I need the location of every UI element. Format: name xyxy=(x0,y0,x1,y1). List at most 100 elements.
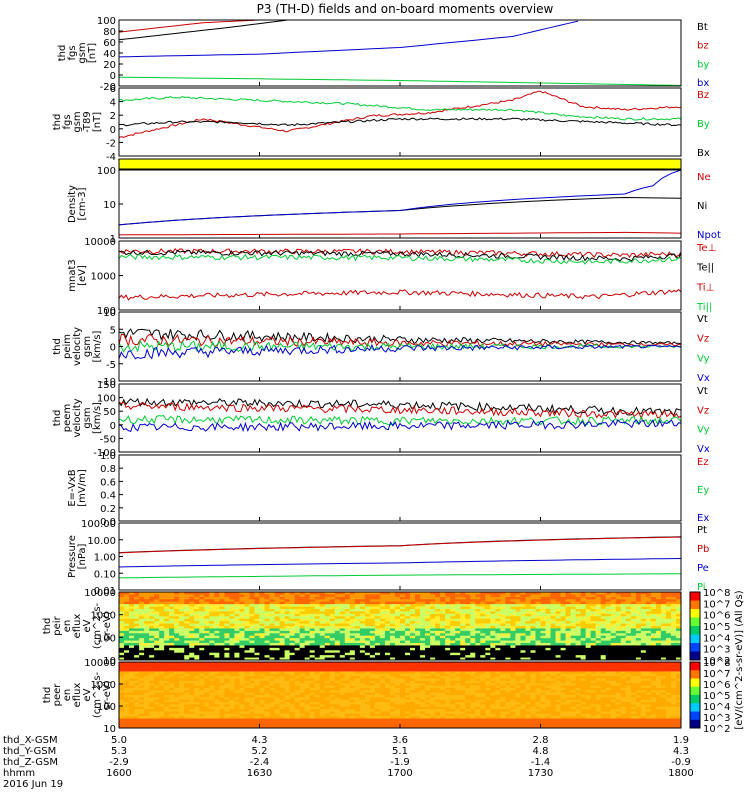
y-axis-label: [km/s] xyxy=(92,330,103,362)
heatmap-cell xyxy=(600,609,607,612)
heatmap-cell xyxy=(124,673,130,677)
heatmap-cell xyxy=(199,638,205,641)
heatmap-cell xyxy=(530,626,536,629)
heatmap-cell xyxy=(274,695,280,698)
heatmap-cell xyxy=(219,678,225,682)
heatmap-cell xyxy=(384,723,391,727)
heatmap-cell xyxy=(254,671,260,675)
heatmap-cell xyxy=(510,633,516,637)
heatmap-cell xyxy=(124,630,130,634)
heatmap-cell xyxy=(605,594,612,598)
heatmap-cell xyxy=(129,662,135,665)
heatmap-cell xyxy=(184,678,190,682)
heatmap-cell xyxy=(615,628,622,632)
heatmap-cell xyxy=(515,635,521,639)
heatmap-cell xyxy=(520,609,526,612)
heatmap-cell xyxy=(425,643,431,646)
heatmap-cell xyxy=(184,604,190,607)
heatmap-cell xyxy=(234,680,240,684)
heatmap-cell xyxy=(379,655,386,658)
heatmap-cell xyxy=(595,647,602,651)
heatmap-cell xyxy=(264,645,270,649)
heatmap-cell xyxy=(585,594,592,598)
heatmap-cell xyxy=(134,606,140,610)
heatmap-cell xyxy=(620,655,627,658)
heatmap-cell xyxy=(149,647,155,651)
heatmap-cell xyxy=(389,671,396,675)
heatmap-cell xyxy=(515,611,521,615)
heatmap-cell xyxy=(575,628,582,632)
heatmap-cell xyxy=(244,704,250,708)
heatmap-cell xyxy=(475,604,481,607)
heatmap-cell xyxy=(344,680,351,684)
heatmap-cell xyxy=(194,709,200,712)
heatmap-cell xyxy=(289,643,296,646)
y-tick-label: 2 xyxy=(110,111,116,122)
heatmap-cell xyxy=(184,613,190,617)
heatmap-cell xyxy=(400,699,406,703)
heatmap-cell xyxy=(440,592,446,595)
heatmap-cell xyxy=(425,655,431,658)
heatmap-cell xyxy=(134,645,140,649)
heatmap-cell xyxy=(615,621,622,624)
heatmap-cell xyxy=(189,652,195,656)
heatmap-cell xyxy=(299,633,306,637)
y-tick-label: -20 xyxy=(100,82,116,93)
y-tick-label: 0.4 xyxy=(100,491,116,502)
heatmap-cell xyxy=(359,613,366,617)
heatmap-cell xyxy=(640,599,647,603)
heatmap-cell xyxy=(289,640,296,644)
heatmap-cell xyxy=(615,657,622,661)
heatmap-cell xyxy=(194,594,200,598)
heatmap-cell xyxy=(129,626,135,629)
heatmap-cell xyxy=(485,640,491,644)
heatmap-cell xyxy=(124,690,130,694)
heatmap-cell xyxy=(244,621,250,624)
heatmap-cell xyxy=(405,635,411,639)
heatmap-cell xyxy=(139,671,145,675)
heatmap-cell xyxy=(625,616,632,620)
heatmap-cell xyxy=(279,640,285,644)
heatmap-cell xyxy=(585,611,592,615)
heatmap-cell xyxy=(129,723,135,727)
heatmap-cell xyxy=(164,692,170,696)
heatmap-cell xyxy=(560,594,566,598)
heatmap-cell xyxy=(274,680,280,684)
heatmap-cell xyxy=(535,592,541,595)
heatmap-cell xyxy=(299,609,306,612)
heatmap-cell xyxy=(630,635,637,639)
heatmap-cell xyxy=(470,645,476,649)
heatmap-cell xyxy=(194,621,200,624)
y-tick-label: 1000 xyxy=(91,272,116,283)
heatmap-cell xyxy=(460,599,466,603)
heatmap-cell xyxy=(234,673,240,677)
series-pe-line xyxy=(118,558,682,568)
heatmap-cell xyxy=(199,623,205,627)
heatmap-cell xyxy=(179,687,185,691)
heatmap-cell xyxy=(124,626,130,629)
heatmap-cell xyxy=(520,645,526,649)
heatmap-cell xyxy=(189,594,195,598)
heatmap-cell xyxy=(480,599,486,603)
heatmap-cell xyxy=(379,697,386,701)
heatmap-cell xyxy=(374,596,381,600)
heatmap-cell xyxy=(420,621,426,624)
heatmap-cell xyxy=(209,616,215,620)
heatmap-cell xyxy=(425,616,431,620)
heatmap-cell xyxy=(495,621,501,624)
heatmap-cell xyxy=(344,704,351,708)
heatmap-cell xyxy=(214,718,220,722)
heatmap-cell xyxy=(384,626,391,629)
heatmap-cell xyxy=(540,638,546,641)
heatmap-cell xyxy=(630,618,637,622)
heatmap-cell xyxy=(329,594,336,598)
heatmap-cell xyxy=(319,630,326,634)
y-tick-label: 10.00 xyxy=(87,536,116,547)
heatmap-cell xyxy=(525,616,531,620)
heatmap-cell xyxy=(384,687,391,691)
heatmap-cell xyxy=(119,716,125,719)
heatmap-cell xyxy=(149,643,155,646)
heatmap-cell xyxy=(620,592,627,595)
heatmap-cell xyxy=(354,594,361,598)
heatmap-cell xyxy=(650,616,657,620)
